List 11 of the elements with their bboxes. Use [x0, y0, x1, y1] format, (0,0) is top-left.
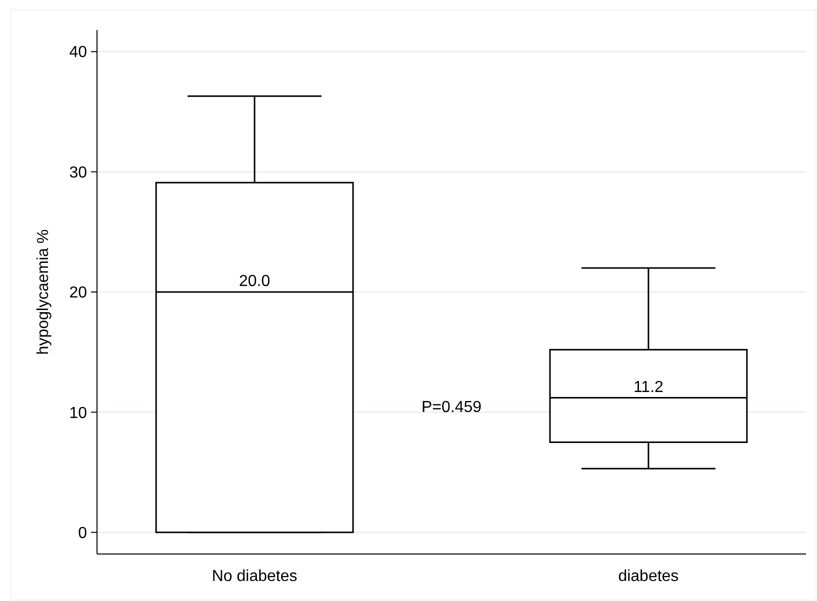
- y-tick-label: 20: [69, 284, 88, 302]
- x-tick-label: diabetes: [618, 568, 679, 585]
- y-tick-label: 0: [78, 524, 88, 542]
- annotation: P=0.459: [421, 399, 482, 416]
- y-axis-title: hypoglycaemia %: [35, 229, 52, 355]
- x-tick-label: No diabetes: [212, 568, 298, 585]
- annotation: 11.2: [633, 378, 664, 396]
- y-tick-label: 30: [69, 164, 88, 182]
- annotation: 20.0: [238, 273, 270, 290]
- y-tick-label: 40: [69, 44, 88, 62]
- y-tick-label: 10: [69, 404, 88, 422]
